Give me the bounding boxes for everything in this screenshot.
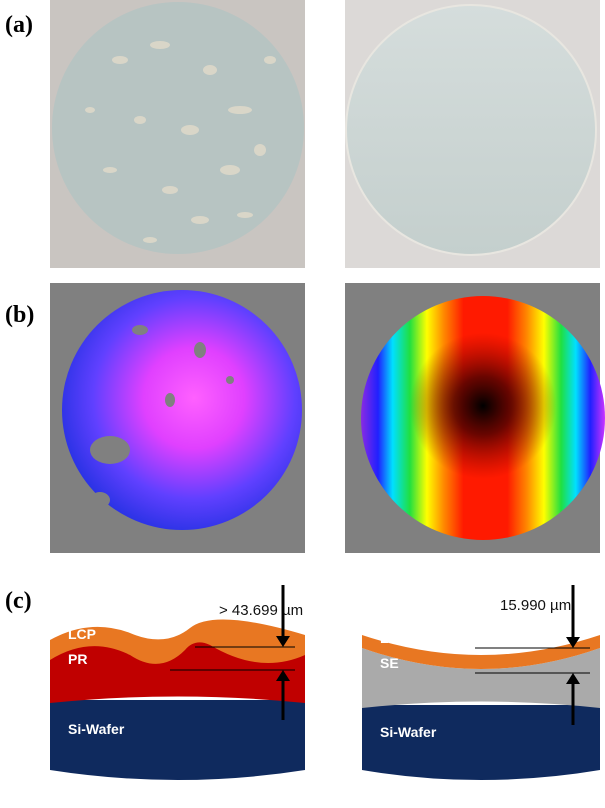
- wafer: [346, 5, 596, 255]
- layer-label: Si-Wafer: [68, 721, 125, 737]
- figure: (a) (b) (c) LCP PR Si-Wafer > 43.699 µm: [0, 0, 605, 803]
- layer-label: LCP: [380, 630, 408, 646]
- schematic-right: LCP SE Si-Wafer 15.990 µm: [362, 585, 600, 780]
- layer-label: LCP: [68, 626, 96, 642]
- panel-label: (b): [5, 302, 34, 328]
- layer-label: Si-Wafer: [380, 724, 437, 740]
- si-wafer: [362, 705, 600, 780]
- wafer: [52, 2, 304, 254]
- thickness: > 43.699 µm: [219, 602, 303, 619]
- schematic-left: LCP PR Si-Wafer > 43.699 µm: [50, 585, 305, 780]
- layer-label: SE: [380, 655, 399, 671]
- panel-label: (c): [5, 588, 32, 614]
- thickness: 15.990 µm: [500, 597, 571, 614]
- layer-label: PR: [68, 651, 87, 667]
- si-wafer: [50, 700, 305, 780]
- panel-label: (a): [5, 12, 33, 38]
- height-map-center: [361, 296, 605, 540]
- page: {"panels": [ {"label": "(a)"}, {"label":…: [0, 0, 605, 803]
